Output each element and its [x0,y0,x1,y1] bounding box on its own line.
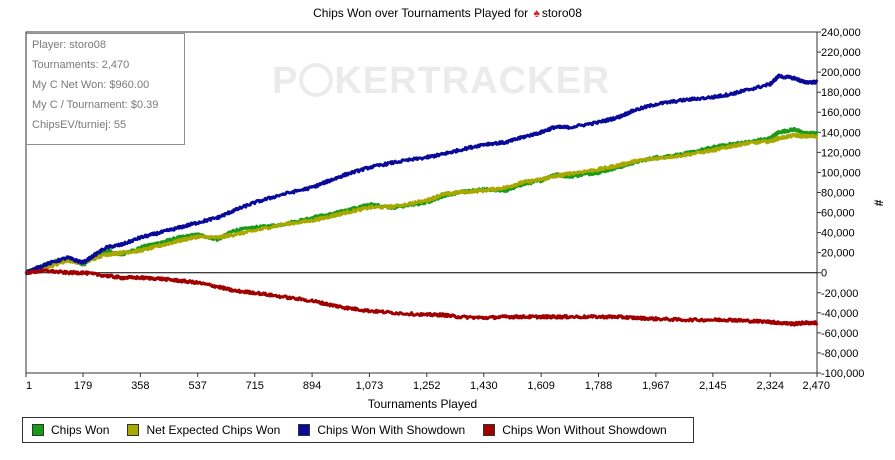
series-line-3 [25,73,819,276]
legend-swatch [32,424,44,436]
legend-item-without-showdown[interactable]: Chips Won Without Showdown [474,423,667,437]
y-tick-label: 60,000 [821,208,855,220]
legend-swatch [483,424,496,436]
y-tick-label: 220,000 [821,47,861,59]
x-tick-label: 1,252 [413,380,441,392]
poker-chip-icon [299,63,334,97]
y-tick-label: 120,000 [821,147,861,159]
x-tick-label: 2,324 [756,380,784,392]
legend-swatch [298,424,311,436]
x-tick-label: 1,788 [585,380,613,392]
pokertracker-watermark-logo: P KERTRACKER [272,60,611,102]
chart-title-prefix: Chips Won over Tournaments Played for [313,6,529,20]
x-tick-label: 2,145 [699,380,727,392]
stat-chips-ev: ChipsEV/turniej: 55 [32,119,127,131]
x-tick-label: 537 [189,380,207,392]
y-tick-label: 100,000 [821,167,861,179]
y-tick-label: 240,000 [821,27,861,39]
y-tick-label: 0 [821,268,827,280]
stat-per-tournament: My C / Tournament: $0.39 [32,99,159,111]
x-tick-label: 715 [246,380,264,392]
x-tick-label: 179 [74,380,92,392]
legend-item-with-showdown[interactable]: Chips Won With Showdown [289,423,465,437]
y-tick-label: 80,000 [821,187,855,199]
x-tick-label: 894 [303,380,321,392]
x-tick-label: 358 [131,380,149,392]
y-axis-label: # [871,199,886,207]
chart-title: Chips Won over Tournaments Played for ♠ s… [0,6,895,20]
x-tick-label: 1 [26,380,32,392]
x-tick-label: 1,073 [356,380,384,392]
x-tick-label: 1,430 [470,380,498,392]
legend-swatch [127,424,140,436]
chart-legend: Chips Won Net Expected Chips Won Chips W… [22,417,694,443]
y-tick-label: 200,000 [821,67,861,79]
y-tick-label: -40,000 [821,308,858,320]
series-line-2 [24,132,819,276]
y-tick-label: -20,000 [821,288,858,300]
spade-suit-icon: ♠ [533,6,540,20]
x-tick-label: 2,470 [802,380,830,392]
y-tick-label: 40,000 [821,228,855,240]
player-stats-box: Player: storo08 Tournaments: 2,470 My C … [26,33,185,145]
legend-item-chips-won[interactable]: Chips Won [23,423,109,437]
stat-net-won: My C Net Won: $960.00 [32,79,150,91]
y-tick-label: -100,000 [821,368,864,380]
legend-label: Net Expected Chips Won [146,423,281,437]
series-line-1 [25,127,819,275]
legend-label: Chips Won [51,423,110,437]
player-name: storo08 [541,6,582,20]
y-tick-label: 180,000 [821,87,861,99]
y-tick-label: 160,000 [821,107,861,119]
x-tick-label: 1,609 [527,380,555,392]
y-tick-label: -80,000 [821,348,858,360]
stat-player: Player: storo08 [32,39,106,51]
legend-item-net-expected[interactable]: Net Expected Chips Won [118,423,280,437]
series-line-4 [24,268,819,327]
x-axis-label: Tournaments Played [367,397,478,411]
x-tick-label: 1,967 [642,380,670,392]
stat-tournaments: Tournaments: 2,470 [32,59,130,71]
legend-label: Chips Won With Showdown [317,423,466,437]
y-tick-label: 140,000 [821,127,861,139]
y-tick-label: -60,000 [821,328,858,340]
legend-label: Chips Won Without Showdown [502,423,667,437]
y-tick-label: 20,000 [821,248,855,260]
